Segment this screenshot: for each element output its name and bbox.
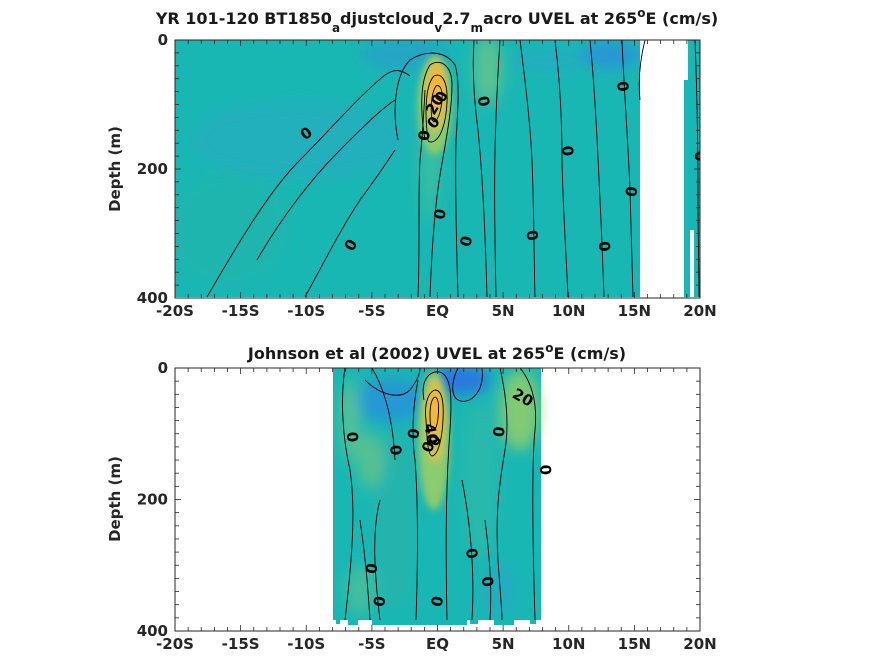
x-tick-label: 15N <box>618 635 651 653</box>
x-tick-label: EQ <box>426 302 449 320</box>
x-tick-label: 10N <box>552 635 585 653</box>
contour-label: 0 <box>522 229 542 242</box>
x-tick-label: 5N <box>492 302 515 320</box>
top-contour-lines <box>206 40 700 298</box>
top-x-ticks: -20S -15S -10S -5S EQ 5N 10N 15N 20N <box>156 40 717 320</box>
x-tick-label: EQ <box>426 635 449 653</box>
bottom-chart-title: Johnson et al (2002) UVEL at 265oE (cm/s… <box>247 341 626 363</box>
x-tick-label: 15N <box>618 302 651 320</box>
y-tick-label: 0 <box>158 31 168 49</box>
x-tick-label: -20S <box>156 302 194 320</box>
y-tick-label: 400 <box>137 622 168 640</box>
y-tick-label: 400 <box>137 289 168 307</box>
bottom-contour-lines <box>342 368 537 621</box>
contour-label: 0 <box>536 464 555 476</box>
top-y-ticks: 0 200 400 <box>137 31 700 307</box>
x-tick-label: -5S <box>358 302 385 320</box>
top-chart-title: YR 101-120 BT1850adjustcloudv2.7macro UV… <box>155 6 718 35</box>
y-tick-label: 200 <box>137 491 168 509</box>
contour-label: 0 <box>622 185 642 198</box>
bottom-chart: Johnson et al (2002) UVEL at 265oE (cm/s… <box>106 341 717 653</box>
x-tick-label: -20S <box>156 635 194 653</box>
x-tick-label: 10N <box>552 302 585 320</box>
y-tick-label: 0 <box>158 359 168 377</box>
y-tick-label: 200 <box>137 160 168 178</box>
contour-label: 0 <box>474 95 494 108</box>
contour-label: 0 <box>595 240 614 252</box>
x-tick-label: 20N <box>683 635 716 653</box>
x-tick-label: -10S <box>287 302 325 320</box>
contour-label: 0 <box>415 129 435 142</box>
x-tick-label: -10S <box>287 635 325 653</box>
bottom-y-axis-label: Depth (m) <box>106 456 124 542</box>
x-tick-label: 5N <box>492 635 515 653</box>
bottom-x-ticks: -20S -15S -10S -5S EQ 5N 10N 15N 20N <box>156 368 717 653</box>
contour-label: 0 <box>404 427 424 440</box>
x-tick-label: 20N <box>683 302 716 320</box>
contour-label: 0 <box>343 431 362 443</box>
x-tick-label: -15S <box>222 302 260 320</box>
contour-label: 0 <box>457 235 477 248</box>
contour-label: 0 <box>462 547 482 560</box>
top-y-axis-label: Depth (m) <box>106 126 124 212</box>
contour-label: 0 <box>558 145 577 157</box>
contour-label: 0 <box>370 595 390 608</box>
top-chart: YR 101-120 BT1850adjustcloudv2.7macro UV… <box>106 6 718 320</box>
contour-label: 0 <box>430 207 450 220</box>
contour-label: 40 <box>420 422 441 446</box>
x-tick-label: -15S <box>222 635 260 653</box>
contour-label: 0 <box>490 426 509 438</box>
contour-label: 0 <box>362 562 382 575</box>
contour-label: 0 <box>428 595 448 608</box>
x-tick-label: -5S <box>358 635 385 653</box>
contour-label: 0 <box>691 150 710 162</box>
contour-label: 0 <box>478 575 498 588</box>
contour-label: 0 <box>613 80 632 92</box>
contour-label: 0 <box>386 444 405 456</box>
